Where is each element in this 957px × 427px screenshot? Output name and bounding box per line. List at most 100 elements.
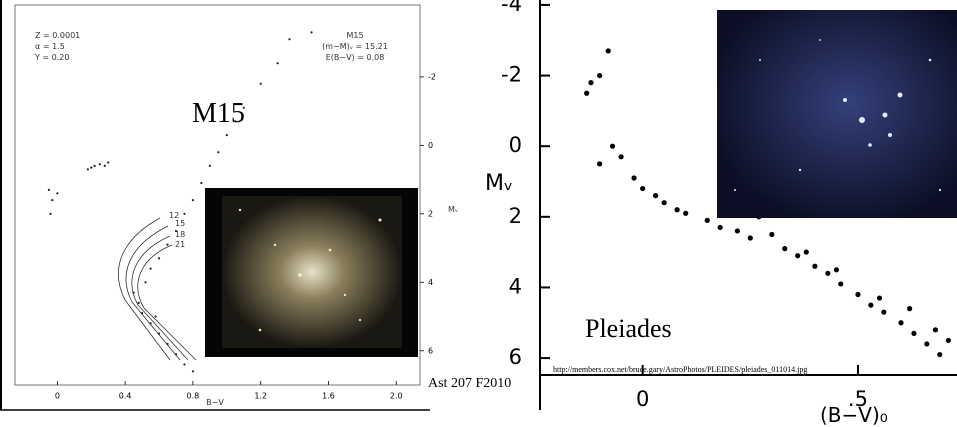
star-point bbox=[144, 281, 147, 284]
star-point bbox=[605, 48, 611, 54]
star-point bbox=[174, 353, 178, 356]
marks bbox=[47, 31, 313, 373]
chart-title: M15 bbox=[192, 98, 245, 129]
x-tick-label: 1.2 bbox=[254, 392, 267, 401]
star-point bbox=[825, 270, 831, 276]
note: M15 bbox=[346, 31, 363, 40]
star-point bbox=[217, 151, 220, 154]
star-point bbox=[208, 164, 211, 168]
star-point bbox=[584, 90, 590, 96]
y-tick-label: 6 bbox=[428, 346, 433, 355]
star-point bbox=[937, 351, 943, 358]
x-tick-label: 0 bbox=[55, 392, 60, 401]
star-point bbox=[924, 341, 930, 347]
star-point bbox=[833, 267, 840, 273]
star-point bbox=[149, 322, 152, 325]
star-point bbox=[898, 320, 904, 326]
isochrone bbox=[137, 244, 197, 361]
y-tick-label: 0 bbox=[509, 133, 522, 157]
star-point bbox=[868, 302, 874, 308]
star-point bbox=[191, 370, 195, 373]
plot-frame bbox=[14, 4, 421, 386]
star-point bbox=[640, 185, 646, 192]
star-point bbox=[683, 210, 689, 216]
note: Z = 0.0001 bbox=[35, 31, 80, 40]
isochrone bbox=[131, 235, 189, 361]
y-axis-label: Mᵥ bbox=[448, 205, 458, 214]
y-tick-label: 4 bbox=[509, 274, 522, 298]
note: (m−M)ᵥ = 15.21 bbox=[322, 42, 388, 51]
note: E(B−V) = 0.08 bbox=[326, 53, 385, 62]
star-point bbox=[310, 31, 313, 34]
y-tick-label: 4 bbox=[428, 278, 433, 287]
star-point bbox=[200, 181, 203, 185]
star-point bbox=[225, 133, 228, 137]
star-point bbox=[588, 80, 594, 86]
star-point bbox=[166, 342, 169, 346]
star-point bbox=[140, 312, 144, 315]
star-point bbox=[907, 306, 913, 312]
star-point bbox=[876, 295, 883, 301]
star-point bbox=[596, 161, 603, 167]
star-point bbox=[769, 231, 775, 238]
isochrone-label: 15 bbox=[175, 219, 185, 228]
star-point bbox=[932, 327, 939, 333]
note: Y = 0.20 bbox=[34, 53, 70, 62]
star-point bbox=[855, 291, 861, 298]
star-point bbox=[838, 281, 844, 287]
star-point bbox=[812, 263, 818, 269]
y-tick-label: 2 bbox=[428, 209, 433, 218]
star-point bbox=[49, 212, 52, 215]
star-point bbox=[881, 309, 887, 315]
star-point bbox=[154, 315, 157, 318]
star-point bbox=[596, 72, 603, 79]
x-tick-label: 0.8 bbox=[187, 392, 200, 401]
star-point bbox=[174, 229, 178, 233]
star-point bbox=[183, 363, 186, 366]
x-axis-label: B−V bbox=[206, 398, 224, 407]
star-point bbox=[137, 301, 140, 304]
star-point bbox=[734, 228, 740, 234]
star-point bbox=[911, 330, 917, 336]
credit-url: http://members.cox.net/bruce.gary/AstroP… bbox=[553, 365, 807, 374]
star-point bbox=[107, 161, 110, 164]
m15-chart: Z = 0.0001 α = 1.5 Y = 0.20 M15 (m−M)ᵥ =… bbox=[14, 4, 458, 407]
star-point bbox=[945, 337, 951, 344]
x-tick-label: 0.4 bbox=[119, 392, 132, 401]
star-point bbox=[288, 38, 291, 41]
star-point bbox=[183, 212, 186, 215]
footer: Ast 207 F2010 bbox=[428, 376, 511, 391]
star-point bbox=[47, 188, 50, 191]
star-point bbox=[98, 163, 101, 166]
note: α = 1.5 bbox=[35, 42, 65, 51]
isochrone bbox=[118, 217, 171, 361]
marks bbox=[584, 48, 951, 358]
x-axis-label: (B−V)₀ bbox=[820, 403, 888, 427]
star-point bbox=[747, 235, 753, 241]
y-tick-label: -2 bbox=[501, 63, 522, 87]
pleiades-photo bbox=[717, 10, 957, 218]
y-tick-label: 2 bbox=[509, 204, 522, 228]
m15-photo bbox=[205, 188, 418, 357]
y-tick-label: -2 bbox=[428, 72, 436, 81]
isochrone-label: 18 bbox=[175, 230, 185, 239]
star-point bbox=[166, 243, 169, 246]
pleiades-chart: Mᵥ (B−V)₀ Pleiades -4 -2 0 2 4 6 0 .5 bbox=[485, 0, 957, 427]
star-point bbox=[674, 207, 680, 213]
star-point bbox=[717, 224, 723, 231]
star-point bbox=[242, 106, 245, 109]
star-point bbox=[609, 143, 616, 149]
star-point bbox=[234, 120, 237, 123]
y-tick-label: 0 bbox=[428, 141, 433, 150]
star-point bbox=[661, 200, 667, 206]
y-axis-label: Mᵥ bbox=[485, 171, 513, 196]
star-point bbox=[191, 199, 195, 202]
y-tick-label: 6 bbox=[509, 345, 522, 369]
star-point bbox=[157, 332, 161, 335]
star-point bbox=[704, 217, 710, 223]
star-point bbox=[132, 291, 135, 294]
star-point bbox=[631, 175, 637, 181]
isochrones bbox=[118, 217, 197, 361]
star-point bbox=[149, 267, 152, 270]
